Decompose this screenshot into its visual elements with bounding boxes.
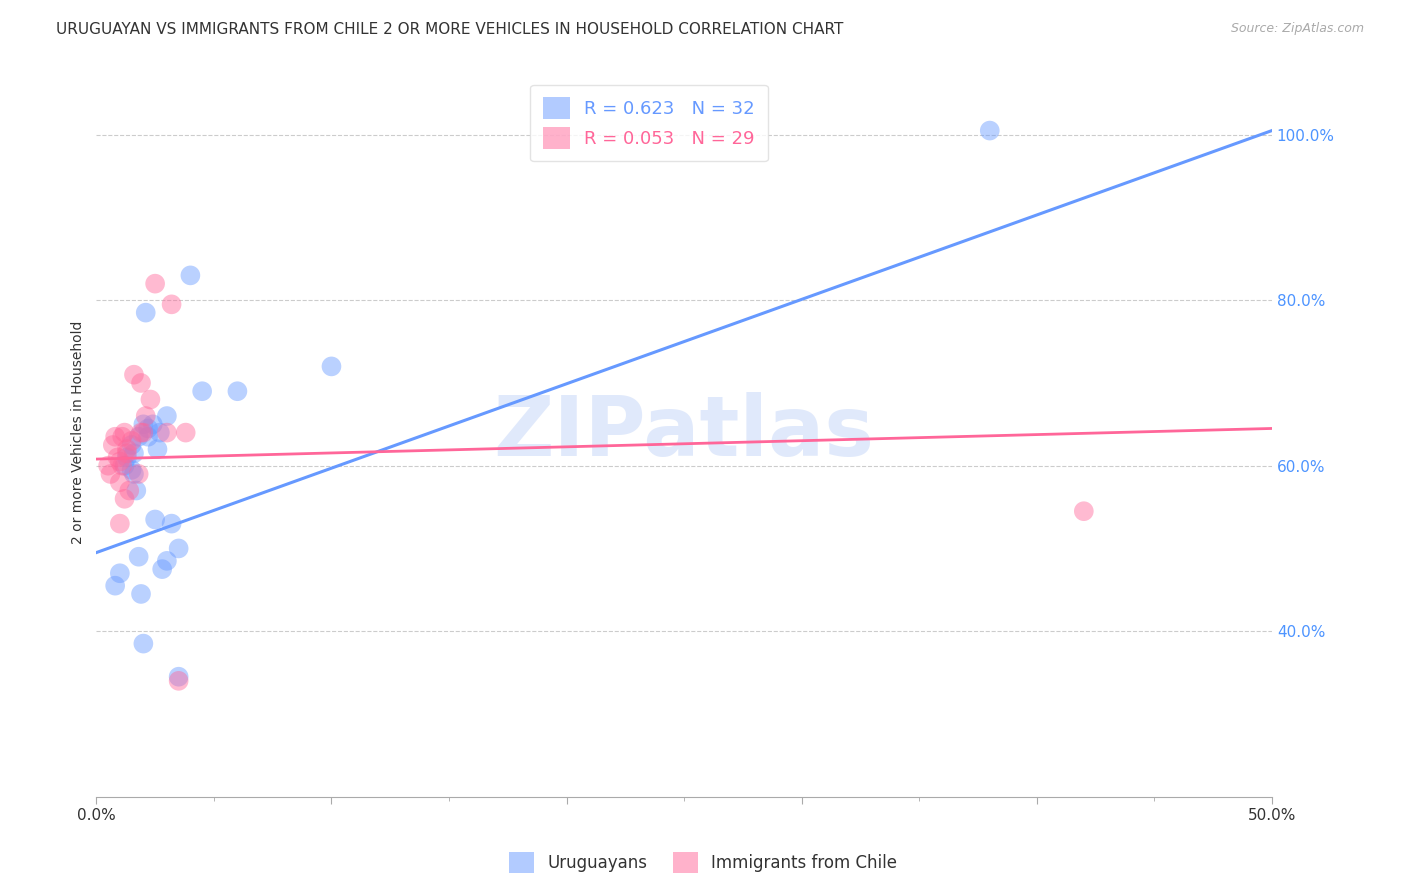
Point [167,670,190,684]
Point [121,463,143,477]
Point [114,458,136,473]
Point [114,491,136,506]
Point [104,579,127,593]
Point [156,554,179,568]
Point [321,359,343,374]
Point [129,425,152,440]
Point [226,384,249,399]
Point [121,438,143,452]
Point [167,541,190,556]
Point [167,673,190,688]
Point [101,438,124,452]
Point [125,483,148,498]
Point [122,368,145,382]
Point [128,549,150,564]
Point [135,409,157,423]
Point [115,442,138,457]
Point [142,417,165,432]
Point [111,458,134,473]
Point [100,467,122,481]
Point [118,483,141,498]
Point [128,430,150,444]
Point [149,425,172,440]
Point [174,425,197,440]
Point [115,446,138,460]
Point [107,450,129,465]
Point [179,268,201,283]
Legend: Uruguayans, Immigrants from Chile: Uruguayans, Immigrants from Chile [502,846,904,880]
Point [160,516,183,531]
Point [108,454,131,468]
Point [146,442,169,457]
Point [132,637,155,651]
Point [122,467,145,481]
Point [128,467,150,481]
Point [122,446,145,460]
Text: Source: ZipAtlas.com: Source: ZipAtlas.com [1230,22,1364,36]
Point [150,562,173,576]
Point [135,305,157,319]
Point [1073,504,1095,518]
Point [121,434,143,448]
Point [143,512,166,526]
Point [191,384,214,399]
Point [136,430,159,444]
Point [136,421,159,435]
Point [979,123,1001,137]
Point [115,450,138,465]
Y-axis label: 2 or more Vehicles in Household: 2 or more Vehicles in Household [72,321,86,544]
Point [156,425,179,440]
Point [132,425,155,440]
Point [156,409,179,423]
Point [143,277,166,291]
Point [129,376,152,390]
Point [108,516,131,531]
Point [132,417,155,432]
Point [108,475,131,490]
Text: URUGUAYAN VS IMMIGRANTS FROM CHILE 2 OR MORE VEHICLES IN HOUSEHOLD CORRELATION C: URUGUAYAN VS IMMIGRANTS FROM CHILE 2 OR … [56,22,844,37]
Point [97,458,120,473]
Legend: R = 0.623   N = 32, R = 0.053   N = 29: R = 0.623 N = 32, R = 0.053 N = 29 [530,85,768,161]
Point [129,587,152,601]
Point [139,392,162,407]
Text: ZIPatlas: ZIPatlas [494,392,875,473]
Point [104,430,127,444]
Point [160,297,183,311]
Point [108,566,131,581]
Point [111,430,134,444]
Point [114,425,136,440]
